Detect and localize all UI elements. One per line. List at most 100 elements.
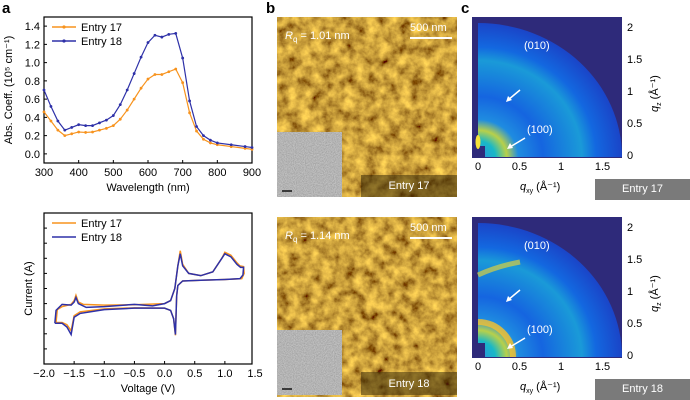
entry-tag	[595, 379, 690, 400]
data-point	[70, 132, 74, 136]
tem-inset	[277, 330, 342, 395]
x-tick-label: 800	[208, 167, 226, 179]
y-tick-label: 0.2	[25, 131, 40, 143]
x-tick-label: 1.5	[247, 368, 262, 380]
roughness-label: Rq = 1.01 nm	[285, 30, 350, 45]
x-tick-label: −0.5	[124, 368, 146, 380]
data-point	[153, 73, 157, 76]
peak-100-label: (100)	[527, 324, 553, 336]
x-tick-label: 0.5	[511, 161, 528, 173]
y-axis-label: Current (A)	[23, 261, 35, 315]
data-point	[174, 67, 178, 71]
data-point	[91, 124, 94, 127]
panel-label-a: a	[2, 0, 11, 17]
x-tick-label: 0.0	[157, 368, 172, 380]
y-tick-label: 1	[627, 286, 634, 298]
data-point	[250, 146, 254, 149]
data-point	[98, 121, 101, 125]
data-point	[215, 141, 219, 145]
y-tick-label: 0.5	[627, 118, 643, 130]
tem-inset	[277, 132, 342, 197]
y-tick-label: 2	[627, 222, 634, 234]
data-point	[111, 114, 115, 117]
y-tick-label: 1.4	[25, 21, 40, 33]
data-point	[209, 138, 212, 142]
giwaxs-entry-17	[472, 17, 690, 200]
data-point	[167, 32, 171, 36]
y-tick-label: 0.8	[25, 76, 40, 88]
x-tick-label: 0	[474, 361, 482, 373]
data-point	[77, 123, 81, 127]
data-point	[174, 32, 178, 35]
data-point	[139, 55, 143, 59]
data-point	[91, 130, 94, 134]
y-tick-label: 1.0	[25, 58, 40, 70]
data-point	[49, 105, 53, 108]
data-point	[181, 81, 185, 85]
data-point	[153, 33, 157, 37]
x-tick-label: −1.0	[93, 368, 115, 380]
data-point	[209, 141, 212, 145]
x-tick-label: 0	[474, 161, 482, 173]
x-tick-label: 0.5	[187, 368, 202, 380]
data-point	[243, 145, 247, 148]
peak-010-label: (010)	[524, 40, 550, 52]
data-point	[146, 77, 150, 81]
entry-label-bg	[361, 175, 457, 197]
entry-label-bg	[361, 372, 457, 395]
series-line-entry-18	[54, 252, 245, 337]
afm-image-entry-17	[277, 17, 457, 197]
panel-label-c: c	[461, 0, 470, 17]
y-tick-label: 0.4	[25, 112, 40, 124]
x-tick-label: 0.5	[511, 361, 528, 373]
y-tick-label: 2	[627, 22, 634, 34]
x-tick-label: 300	[35, 167, 53, 179]
data-point	[77, 130, 81, 134]
data-point	[84, 131, 87, 134]
x-tick-label: −1.5	[63, 368, 85, 380]
data-point	[181, 56, 185, 60]
y-tick-label: 0	[627, 350, 634, 362]
data-point	[63, 128, 67, 132]
data-point	[229, 143, 233, 147]
scale-bar-label: 500 nm	[410, 222, 447, 234]
data-point	[195, 129, 198, 133]
x-tick-label: 600	[139, 167, 157, 179]
x-tick-label: 400	[69, 167, 87, 179]
y-axis-label: Abs. Coeff. (10⁵ cm⁻¹)	[3, 36, 15, 145]
data-point	[195, 125, 198, 128]
data-point	[160, 35, 164, 39]
data-point	[49, 119, 53, 123]
data-point	[125, 108, 129, 112]
absorption-chart: 300 400 500 600 700 800 900 0.0 0.2 0.4 0.6 0.8 1.0 1…	[3, 16, 261, 194]
entry-tag-label: Entry 17	[622, 183, 663, 195]
afm-image-entry-18	[277, 217, 457, 397]
scale-bar-label: 500 nm	[410, 22, 447, 34]
legend-label: Entry 18	[81, 36, 122, 48]
data-point	[188, 99, 192, 103]
x-tick-label: 1.0	[217, 368, 232, 380]
y-tick-label: 1.5	[627, 54, 643, 66]
data-point	[167, 70, 171, 74]
x-tick-label: 500	[104, 167, 122, 179]
x-tick-label: 900	[243, 167, 261, 179]
peak-100-label: (100)	[527, 124, 553, 136]
data-point	[118, 103, 122, 106]
x-axis-label: Wavelength (nm)	[106, 182, 189, 194]
legend-marker	[62, 39, 66, 43]
data-point	[132, 72, 136, 75]
data-point	[118, 117, 122, 121]
entry-tag	[595, 179, 690, 200]
data-point	[105, 126, 108, 130]
data-point	[111, 124, 115, 127]
x-tick-label: 1.5	[594, 161, 611, 173]
data-point	[63, 134, 67, 138]
data-point	[146, 41, 150, 44]
data-point	[202, 134, 205, 138]
x-tick-label: 1	[557, 361, 565, 373]
y-tick-label: 1	[627, 86, 634, 98]
entry-label: Entry 18	[388, 378, 430, 390]
entry-label: Entry 17	[388, 180, 430, 192]
